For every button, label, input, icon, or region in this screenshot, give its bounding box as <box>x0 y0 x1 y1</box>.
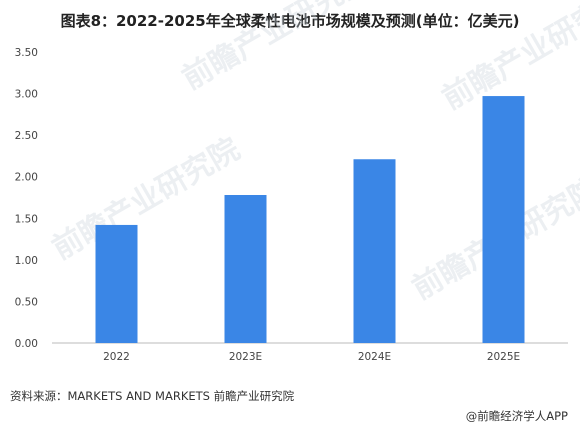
x-tick-label: 2022 <box>103 351 130 363</box>
bar-2023E <box>224 195 267 343</box>
y-tick-label: 3.00 <box>15 89 38 101</box>
y-tick-label: 1.50 <box>15 213 38 225</box>
x-tick-label: 2024E <box>358 351 391 363</box>
chart-title: 图表8：2022-2025年全球柔性电池市场规模及预测(单位：亿美元) <box>60 12 520 30</box>
brand-label: @前瞻经济学人APP <box>465 409 568 423</box>
bar-series <box>95 96 525 344</box>
x-tick-label: 2023E <box>229 351 262 363</box>
source-note: 资料来源：MARKETS AND MARKETS 前瞻产业研究院 <box>10 389 295 403</box>
y-tick-label: 0.50 <box>15 296 38 308</box>
y-tick-label: 2.00 <box>15 172 38 184</box>
bar-2024E <box>353 159 396 343</box>
watermark-text: 前瞻产业研究院 <box>47 132 246 267</box>
y-tick-label: 0.00 <box>15 338 38 350</box>
x-tick-labels: 2022 2023E 2024E 2025E <box>103 351 520 363</box>
x-tick-label: 2025E <box>487 351 520 363</box>
y-tick-label: 1.00 <box>15 255 38 267</box>
bar-2022 <box>95 224 138 343</box>
bar-2025E <box>482 96 525 344</box>
y-tick-label: 2.50 <box>15 130 38 142</box>
y-tick-label: 3.50 <box>15 47 38 59</box>
watermark-text: 前瞻产业研究院 <box>177 0 376 97</box>
y-tick-labels: 0.00 0.50 1.00 1.50 2.00 2.50 3.00 3.50 <box>15 47 38 350</box>
